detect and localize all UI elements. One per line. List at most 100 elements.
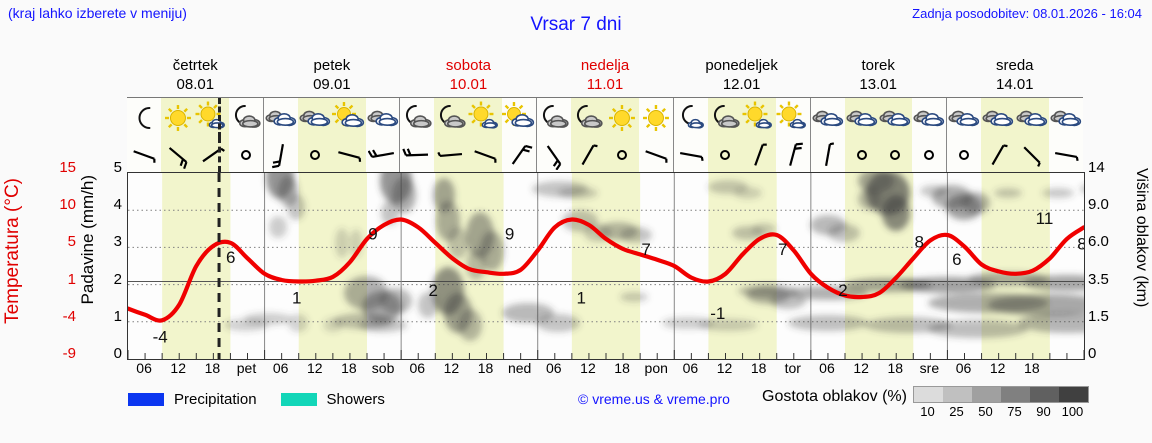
cloud-blob xyxy=(418,292,438,318)
weather-icon-cloud xyxy=(299,110,330,127)
wind-barb xyxy=(474,149,497,163)
weather-icon-sun xyxy=(609,105,635,131)
wind-barb-cell-12 xyxy=(502,137,536,172)
time-axis-tick: 18 xyxy=(614,360,630,376)
weather-icon-moon-cloud xyxy=(440,105,466,128)
wind-barb xyxy=(367,149,394,158)
weather-icon-sun-small-cloud xyxy=(468,101,499,129)
axis-tick: -9 xyxy=(62,345,76,362)
weather-icon-cloud xyxy=(948,110,980,127)
forecast-plot: -4 6 1 9 2 9 1 7 -1 7 2 8 6 11 8 xyxy=(127,172,1085,360)
time-axis-tick: 06 xyxy=(819,360,835,376)
wind-barb-cell-6 xyxy=(297,137,332,172)
cloud-blob xyxy=(558,187,598,199)
wind-barb xyxy=(991,143,1008,165)
temperature-extreme-label: 11 xyxy=(1036,209,1054,228)
axis-tick: 9.0 xyxy=(1088,196,1109,214)
wind-barb-cell-2 xyxy=(160,137,195,172)
wind-barb xyxy=(168,146,188,169)
wind-barb xyxy=(617,149,627,160)
wind-barb xyxy=(546,144,562,170)
time-axis-tick: pet xyxy=(236,360,257,376)
temperature-extreme-label: 1 xyxy=(577,289,586,308)
cloud-blob xyxy=(1080,185,1084,193)
day-name: četrtek xyxy=(172,57,218,74)
temperature-extreme-label: 6 xyxy=(226,248,235,267)
wind-barb xyxy=(1023,145,1041,167)
weather-icon-cell-26 xyxy=(981,98,1016,138)
weather-icon-cloud xyxy=(265,110,296,127)
time-axis-day-6: 06 12 18 sre xyxy=(810,360,947,382)
wind-barb xyxy=(202,147,225,162)
wind-barb-cell-19 xyxy=(741,137,776,172)
weather-icon-cell-12 xyxy=(502,98,536,138)
wind-barb xyxy=(824,141,834,166)
weather-icon-sun-cloud xyxy=(331,102,364,128)
cloud-blob xyxy=(698,319,758,331)
weather-icon-cell-6 xyxy=(297,98,332,138)
weather-icon-cell-16 xyxy=(639,98,673,138)
time-axis-tick: 18 xyxy=(477,360,494,376)
temperature-extreme-label: 7 xyxy=(641,240,650,259)
day-header-4: nedelja 11.01 xyxy=(537,56,674,96)
wind-day-slot-2 xyxy=(262,137,400,172)
icon-day-slot-7 xyxy=(946,98,1083,138)
showers-legend-label: Showers xyxy=(326,390,385,408)
time-axis-tick: 06 xyxy=(546,360,562,376)
axis-tick: 1 xyxy=(113,307,122,325)
wind-barb-cell-7 xyxy=(331,137,366,172)
time-axis-tick: 12 xyxy=(989,360,1006,376)
icon-day-slot-5 xyxy=(672,98,810,138)
wind-barb xyxy=(309,149,320,160)
wind-barb xyxy=(133,149,156,163)
cloud-blob xyxy=(359,318,407,332)
time-axis-tick: 18 xyxy=(887,360,904,376)
weather-icon-row xyxy=(127,97,1083,138)
daylight-shading xyxy=(297,137,332,172)
time-axis-tick xyxy=(1049,360,1083,382)
wind-barb-cell-26 xyxy=(981,137,1016,172)
cloud-density-step xyxy=(1058,387,1088,402)
temperature-extreme-label: 2 xyxy=(838,281,847,300)
wind-barb xyxy=(719,149,730,160)
weather-icon-sun-small-cloud xyxy=(742,101,772,129)
wind-barb-cell-17 xyxy=(674,137,708,172)
weather-icon-cell-27 xyxy=(1015,98,1050,138)
wind-day-slot-7 xyxy=(946,137,1083,172)
time-axis-tick: 18 xyxy=(1024,360,1040,376)
time-axis-tick: sre xyxy=(919,360,940,376)
axis-tick: 15 xyxy=(59,159,76,176)
wind-barb xyxy=(437,151,463,157)
day-date: 09.01 xyxy=(313,76,351,93)
time-axis-day-5: 06 12 18 tor xyxy=(673,360,810,382)
axis-tick: 3 xyxy=(113,233,122,251)
weather-icon-cell-20 xyxy=(776,98,810,138)
weather-icon-moon-cloud xyxy=(234,105,261,128)
weather-icon-cell-18 xyxy=(707,98,742,138)
cloud-blob xyxy=(828,224,860,242)
wind-barb-cell-16 xyxy=(639,137,673,172)
cloud-density-step xyxy=(1000,387,1030,402)
cloud-density-step xyxy=(942,387,972,402)
weather-icon-cell-25 xyxy=(947,98,981,138)
wind-barb xyxy=(753,143,767,166)
cloud-blob xyxy=(900,277,996,293)
weather-icon-cell-4 xyxy=(229,98,263,138)
precipitation-legend: Precipitation Showers xyxy=(128,388,385,410)
axis-tick: 2 xyxy=(113,270,122,288)
cloud-density-step xyxy=(1029,387,1059,402)
axis-tick: 4 xyxy=(113,196,122,214)
copyright-link[interactable]: © vreme.us & vreme.pro xyxy=(578,391,730,407)
day-name: petek xyxy=(313,57,351,74)
temperature-extreme-label: -4 xyxy=(153,327,168,346)
day-header-6: torek 13.01 xyxy=(810,56,947,96)
weather-icon-moon-small-cloud xyxy=(681,105,704,129)
axis-tick: 1.5 xyxy=(1088,307,1109,325)
axis-tick: 0 xyxy=(1088,345,1097,362)
weather-icon-cloud xyxy=(879,110,911,127)
weather-icon-cell-22 xyxy=(844,98,879,138)
cloud-density-step-label: 100 xyxy=(1061,404,1084,419)
cloud-blob xyxy=(335,228,349,258)
temperature-extreme-label: -1 xyxy=(710,304,725,323)
wind-barb-cell-4 xyxy=(229,137,263,172)
